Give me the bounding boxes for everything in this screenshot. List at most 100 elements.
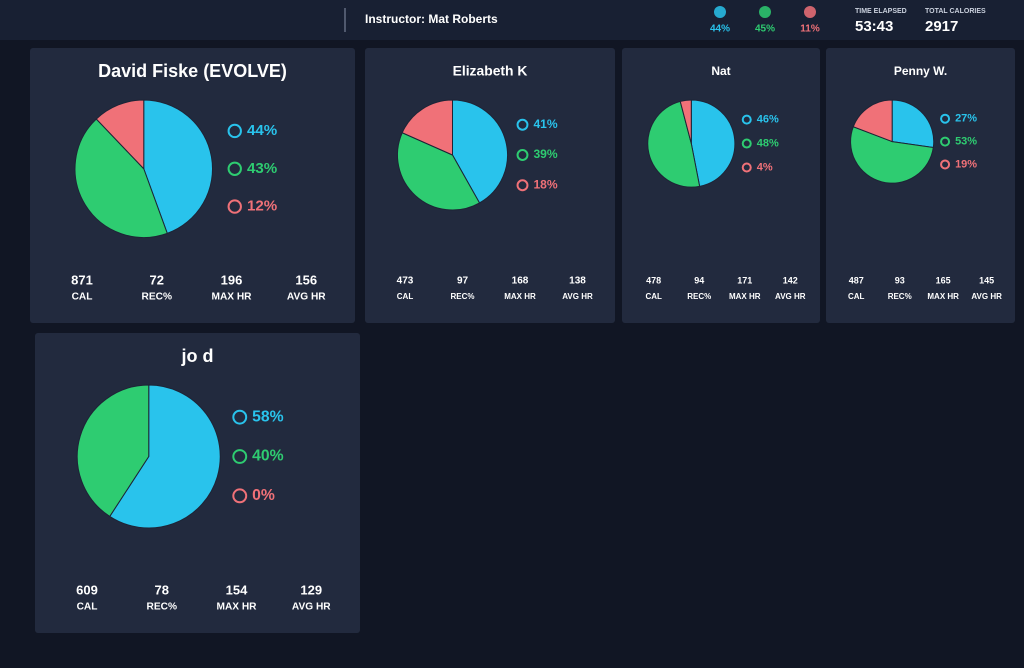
pie-slice xyxy=(95,99,145,170)
zone-percent: 12% xyxy=(247,198,278,215)
zone-ring xyxy=(516,118,529,131)
stat-value: 97 xyxy=(457,276,469,287)
stat-label: REC% xyxy=(687,292,711,301)
zone-percent: 27% xyxy=(955,113,977,125)
stat-label: REC% xyxy=(147,602,177,613)
time-elapsed: 53:43 xyxy=(855,18,893,35)
stat-value: 78 xyxy=(155,582,169,597)
stat-value: 871 xyxy=(71,272,93,287)
zone-percent: 43% xyxy=(247,160,278,177)
zone-percent: 45% xyxy=(755,24,775,35)
zone-percent: 44% xyxy=(710,24,730,35)
stat-label: AVG HR xyxy=(562,292,593,301)
athlete-name: David Fiske (EVOLVE) xyxy=(98,61,287,81)
pie-slice xyxy=(143,99,213,234)
zone-percent: 48% xyxy=(757,137,779,149)
pie-slice xyxy=(452,99,508,204)
stat-value: 145 xyxy=(979,275,994,285)
stat-label: AVG HR xyxy=(287,292,326,303)
stat-value: 142 xyxy=(783,275,798,285)
stat-label: AVG HR xyxy=(775,292,806,301)
stat-value: 168 xyxy=(512,276,529,287)
stat-value: 154 xyxy=(226,582,248,597)
pie-slice xyxy=(852,99,893,143)
stat-label: REC% xyxy=(450,292,474,301)
total-calories: 2917 xyxy=(925,18,958,35)
pie-slice xyxy=(647,100,701,188)
zone-ring xyxy=(516,179,529,192)
zone-ring xyxy=(940,159,951,170)
zone-percent: 19% xyxy=(955,158,977,170)
stat-value: 171 xyxy=(737,275,752,285)
stat-label: CAL xyxy=(77,602,98,613)
zone-ring xyxy=(741,114,752,125)
zone-ring xyxy=(227,161,242,176)
zone-percent: 41% xyxy=(533,117,557,131)
stat-label: REC% xyxy=(888,292,912,301)
stat-value: 487 xyxy=(849,275,864,285)
stat-value: 72 xyxy=(150,272,164,287)
stat-value: 609 xyxy=(76,582,98,597)
stat-value: 93 xyxy=(895,275,905,285)
pie-slice xyxy=(679,99,692,144)
zone-percent: 53% xyxy=(955,135,977,147)
zone-percent: 0% xyxy=(252,487,275,504)
stat-value: 129 xyxy=(300,582,322,597)
zone-percent: 46% xyxy=(757,114,779,126)
pie-slice xyxy=(109,384,221,529)
zone-percent: 58% xyxy=(252,408,283,425)
stat-label: REC% xyxy=(142,292,172,303)
stat-label: MAX HR xyxy=(729,292,761,301)
instructor: Instructor: Mat Roberts xyxy=(365,12,498,26)
stat-value: 196 xyxy=(221,272,243,287)
zone-ring xyxy=(227,123,242,139)
zone-icon xyxy=(714,6,726,18)
stat-label: TIME ELAPSED xyxy=(855,8,907,15)
stat-label: AVG HR xyxy=(292,602,331,613)
pie-slice xyxy=(690,99,736,187)
stat-label: CAL xyxy=(397,292,414,301)
stat-label: MAX HR xyxy=(217,602,258,613)
stat-value: 94 xyxy=(694,275,704,285)
zone-ring xyxy=(232,488,248,504)
pie-slice xyxy=(397,132,481,211)
pie-slice xyxy=(76,384,150,518)
zone-percent: 40% xyxy=(252,448,283,465)
zone-ring xyxy=(227,199,242,214)
pie-slice xyxy=(401,99,453,156)
zone-percent: 18% xyxy=(533,177,557,191)
stat-label: CAL xyxy=(72,292,93,303)
stat-value: 478 xyxy=(646,275,661,285)
pie-slice xyxy=(850,126,934,184)
stat-label: MAX HR xyxy=(927,292,959,301)
stat-value: 138 xyxy=(569,276,586,287)
zone-percent: 44% xyxy=(247,122,278,139)
zone-ring xyxy=(516,149,529,161)
zone-ring xyxy=(232,449,248,464)
stat-label: MAX HR xyxy=(504,292,536,301)
zone-percent: 4% xyxy=(757,161,773,173)
zone-percent: 11% xyxy=(800,24,820,35)
pie-slice xyxy=(891,99,935,149)
athlete-name: Elizabeth K xyxy=(453,63,528,79)
zone-ring xyxy=(741,138,752,149)
stat-label: CAL xyxy=(848,292,865,301)
stat-value: 473 xyxy=(397,276,414,287)
zone-icon xyxy=(804,6,816,18)
zone-ring xyxy=(940,136,951,147)
zone-percent: 39% xyxy=(533,147,557,161)
stat-value: 165 xyxy=(936,275,951,285)
athlete-name: Nat xyxy=(711,64,730,78)
zone-ring xyxy=(232,409,248,425)
pie-slice xyxy=(74,118,168,238)
zone-icon xyxy=(759,6,771,18)
stat-label: AVG HR xyxy=(971,292,1002,301)
stat-label: CAL xyxy=(645,292,662,301)
stat-value: 156 xyxy=(295,272,317,287)
top-bar xyxy=(0,0,1024,40)
zone-ring xyxy=(741,162,752,173)
athlete-name: jo d xyxy=(181,346,214,366)
stat-label: TOTAL CALORIES xyxy=(925,8,986,15)
